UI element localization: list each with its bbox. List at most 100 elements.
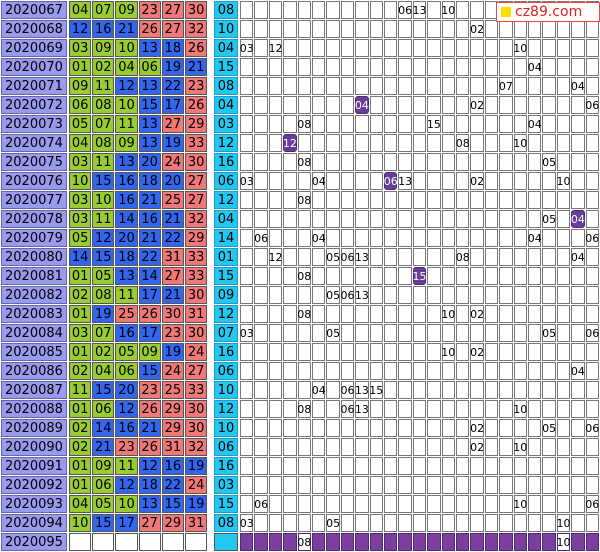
trend-cell xyxy=(456,495,470,513)
trend-cell xyxy=(542,457,556,475)
trend-cell xyxy=(456,77,470,95)
trend-cell xyxy=(571,381,585,399)
trend-cell xyxy=(571,39,585,57)
trend-cell xyxy=(456,229,470,247)
red-ball-number: 29 xyxy=(161,514,184,532)
trend-cell xyxy=(484,495,499,513)
trend-cell xyxy=(484,39,499,57)
red-ball-number: 17 xyxy=(138,324,161,342)
trend-cell xyxy=(240,248,254,266)
red-ball-number: 30 xyxy=(185,1,208,19)
red-ball-number: 16 xyxy=(161,457,184,475)
trend-cell xyxy=(268,153,283,171)
red-ball-number: 19 xyxy=(185,495,208,513)
trend-cell xyxy=(326,533,340,551)
trend-cell xyxy=(268,1,283,19)
trend-cell xyxy=(312,134,326,152)
trend-cell xyxy=(427,153,441,171)
trend-cell xyxy=(398,153,412,171)
trend-cell xyxy=(484,305,499,323)
trend-cell: 13 xyxy=(355,286,369,304)
site-logo[interactable]: cz89.com xyxy=(496,2,600,22)
blue-ball-number: 16 xyxy=(214,343,238,361)
trend-cell xyxy=(585,153,599,171)
trend-cell xyxy=(556,153,571,171)
trend-cell xyxy=(297,476,311,494)
trend-cell xyxy=(326,58,340,76)
trend-cell xyxy=(513,115,527,133)
trend-cell xyxy=(283,96,297,114)
red-ball-number: 23 xyxy=(138,1,161,19)
trend-cell xyxy=(326,457,340,475)
hit-marker: 06 xyxy=(384,172,398,190)
trend-cell xyxy=(398,343,412,361)
trend-cell xyxy=(427,172,441,190)
blue-ball-number: 12 xyxy=(214,400,238,418)
trend-cell xyxy=(585,172,599,190)
trend-cell xyxy=(240,58,254,76)
trend-cell xyxy=(585,267,599,285)
trend-cell xyxy=(340,495,355,513)
trend-cell xyxy=(484,533,499,551)
red-ball-number: 30 xyxy=(185,286,208,304)
red-ball-number: 21 xyxy=(138,191,161,209)
red-ball-number: 31 xyxy=(161,248,184,266)
trend-cell xyxy=(297,362,311,380)
trend-cell xyxy=(441,495,455,513)
trend-cell xyxy=(484,381,499,399)
trend-cell xyxy=(499,134,513,152)
trend-cell xyxy=(384,153,398,171)
trend-cell xyxy=(369,39,383,57)
trend-cell xyxy=(355,419,369,437)
trend-cell xyxy=(484,210,499,228)
trend-cell xyxy=(513,267,527,285)
period-number: 2020071 xyxy=(1,77,67,95)
red-ball-number: 19 xyxy=(92,305,115,323)
period-number: 2020073 xyxy=(1,115,67,133)
trend-cell: 06 xyxy=(585,96,599,114)
hit-marker: 12 xyxy=(283,134,297,152)
trend-cell xyxy=(412,400,427,418)
trend-cell xyxy=(441,39,455,57)
trend-cell xyxy=(312,96,326,114)
trend-cell xyxy=(499,438,513,456)
trend-cell xyxy=(528,514,542,532)
trend-cell xyxy=(254,210,268,228)
trend-cell xyxy=(556,286,571,304)
trend-cell xyxy=(384,77,398,95)
period-number: 2020088 xyxy=(1,400,67,418)
trend-cell: 06 xyxy=(341,248,355,266)
trend-cell: 06 xyxy=(341,381,355,399)
period-number: 2020067 xyxy=(1,1,67,19)
trend-cell xyxy=(412,324,427,342)
trend-cell xyxy=(384,267,398,285)
trend-cell xyxy=(556,457,571,475)
hit-marker: 04 xyxy=(571,210,585,228)
red-ball-number: 21 xyxy=(115,20,138,38)
trend-cell xyxy=(441,381,455,399)
trend-cell xyxy=(484,476,499,494)
trend-cell: 08 xyxy=(297,305,311,323)
red-ball-number: 17 xyxy=(138,286,161,304)
red-ball-number xyxy=(69,533,92,551)
trend-cell xyxy=(513,286,527,304)
blue-ball-number: 06 xyxy=(214,172,238,190)
trend-cell xyxy=(484,77,499,95)
trend-cell xyxy=(528,248,542,266)
trend-cell: 08 xyxy=(297,533,311,551)
trend-cell xyxy=(384,210,398,228)
trend-cell xyxy=(398,305,412,323)
trend-cell xyxy=(585,58,599,76)
trend-cell xyxy=(254,343,268,361)
trend-cell: 03 xyxy=(240,514,254,532)
trend-cell xyxy=(484,134,499,152)
trend-cell xyxy=(412,514,427,532)
trend-cell xyxy=(355,514,369,532)
trend-cell: 05 xyxy=(542,210,556,228)
trend-cell xyxy=(499,248,513,266)
trend-cell xyxy=(470,267,484,285)
trend-cell xyxy=(240,438,254,456)
trend-cell xyxy=(268,381,283,399)
trend-cell xyxy=(427,438,441,456)
trend-cell xyxy=(254,77,268,95)
